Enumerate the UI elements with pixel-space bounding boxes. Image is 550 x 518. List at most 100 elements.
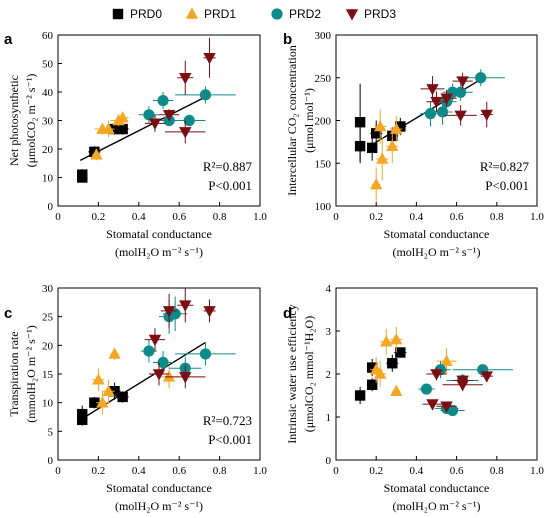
data-point [152,92,174,110]
x-tick-label: 0.4 [132,465,146,477]
y-axis-label: Intrinsic water use efficiency [285,304,299,443]
y-tick-label: 10 [42,398,54,410]
point-marker [371,128,382,139]
data-point [390,116,403,142]
panel-letter: a [4,31,13,48]
series-prd1 [370,326,457,396]
x-tick-label: 0.6 [450,211,464,223]
series-prd3 [420,72,493,128]
data-point [108,347,121,360]
series-prd2 [420,69,505,127]
point-marker [203,53,216,65]
data-point [138,106,159,124]
legend-marker-prd0 [112,8,124,20]
point-marker [390,384,403,396]
data-point [175,342,236,366]
data-point [390,384,403,396]
point-marker [199,348,212,360]
legend: PRD0 PRD1 PRD2 PRD3 [112,7,396,21]
data-point [77,414,88,426]
x-axis-label: (molH₂O m⁻² s⁻¹) [115,499,203,513]
x-axis-label: Stomatal conductance [384,227,490,241]
point-marker [475,72,487,84]
p-value-label: P<0.001 [485,178,529,193]
point-marker [199,89,212,101]
x-axis-label: (molH₂O m⁻² s⁻¹) [392,499,480,513]
y-tick-label: 30 [42,116,54,128]
panel-c: c 0 0.2 0.4 0.6 0.8 1.0 0 5 10 15 20 25 30 Stomatal co… [4,283,267,513]
x-axis-label: (molH₂O m⁻² s⁻¹) [392,245,480,259]
panel-letter: d [283,305,292,322]
data-point [165,365,206,389]
point-marker [162,370,176,382]
series-prd1 [370,109,403,202]
data-point [366,378,378,392]
y-tick-label: 0 [48,201,54,213]
point-marker [430,96,443,109]
y-axis-label: Intercellular CO₂ concentration [285,45,299,196]
point-marker [77,414,88,426]
point-marker [354,140,366,152]
data-point [440,404,465,417]
series-prd1 [92,347,180,415]
data-point [144,328,166,352]
point-marker [203,306,216,318]
point-marker [395,121,406,132]
y-tick-label: 25 [42,312,54,324]
x-tick-label: 0.6 [172,465,186,477]
point-marker [152,369,166,381]
point-marker [143,109,155,121]
data-point [374,361,387,387]
point-marker [455,86,467,98]
data-point [102,379,115,403]
data-point [422,399,443,411]
data-point [165,120,206,144]
data-point [386,354,399,372]
data-point [203,37,216,78]
x-tick-label: 0 [333,211,339,223]
y-axis-label: (μmolCO₂ mmol⁻¹H₂O) [302,316,316,432]
legend-marker-prd3 [345,9,359,21]
point-marker [446,404,459,417]
point-marker [376,152,389,164]
legend-item-prd0: PRD0 [112,7,162,21]
data-point [376,137,389,181]
point-marker [456,76,469,88]
r-squared-label: R²=0.887 [203,159,253,174]
panel-b: b 0 0.2 0.4 0.6 0.8 1.0 100 150 200 250 300 Stomatal… [283,30,544,259]
data-point [452,375,473,387]
p-value-label: P<0.001 [208,178,252,193]
point-marker [179,372,192,384]
series-prd3 [144,288,216,389]
regression-line [79,94,210,162]
data-point [370,167,383,202]
point-marker [366,362,378,373]
panel-letter: c [4,305,12,322]
point-marker [117,123,128,135]
legend-item-prd1: PRD1 [185,7,236,21]
x-tick-label: 0 [55,465,61,477]
point-marker [424,108,437,120]
y-tick-label: 5 [48,426,54,438]
data-point [161,293,178,329]
x-axis-label: Stomatal conductance [106,227,212,241]
data-point [366,135,378,161]
y-axis-label: (μmol mol⁻¹) [302,88,316,153]
y-axis-label: (μmolCO₂ m⁻² s⁻¹) [24,74,38,168]
data-point [140,339,157,363]
y-tick-label: 20 [42,340,54,352]
legend-item-prd3: PRD3 [345,7,396,21]
point-marker [117,391,128,403]
point-marker [157,94,169,107]
point-marker [116,111,129,123]
r-squared-label: R²=0.723 [203,413,252,428]
y-tick-label: 15 [42,369,54,381]
y-tick-label: 1 [326,412,332,424]
legend-label: PRD2 [289,7,321,21]
legend-label: PRD0 [130,7,162,21]
data-point [354,129,366,164]
x-tick-label: 0.2 [92,465,106,477]
y-tick-label: 20 [42,144,54,156]
point-marker [179,300,192,312]
